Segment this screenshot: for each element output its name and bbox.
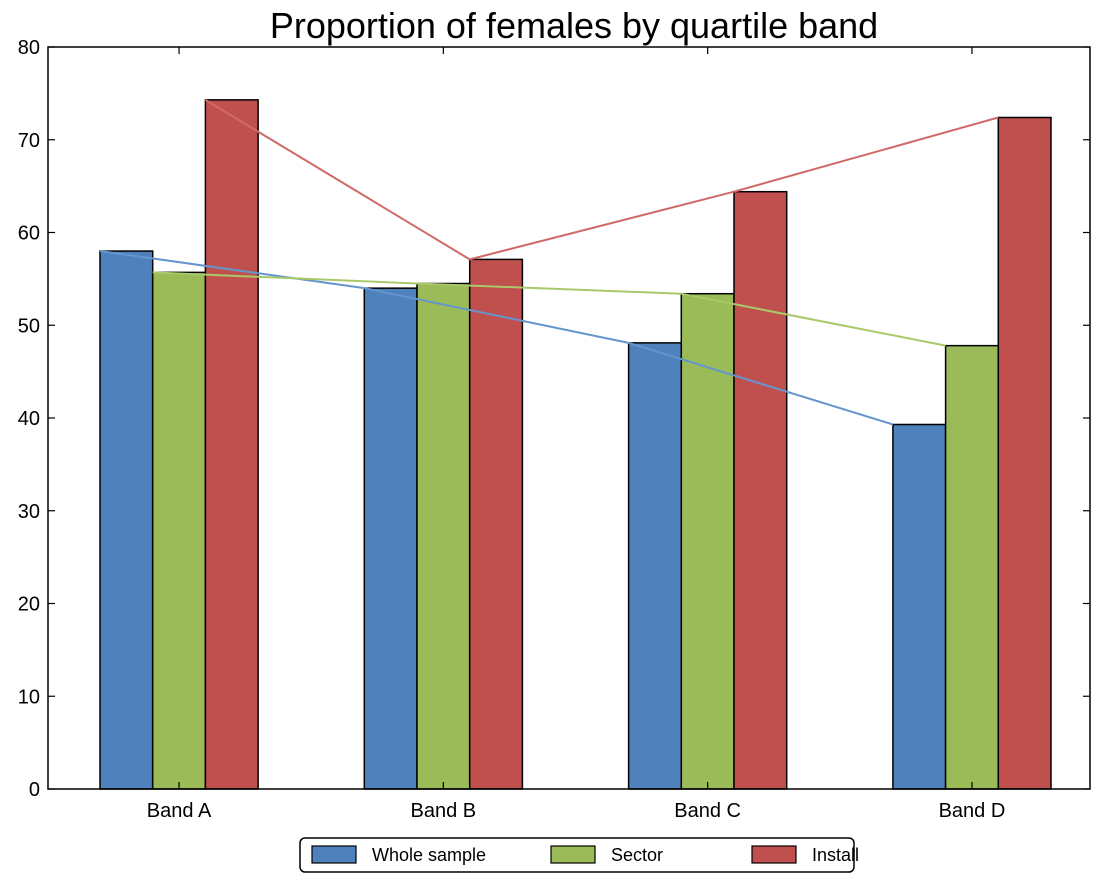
legend-swatch-whole-sample [311, 845, 357, 864]
y-tick-label: 60 [18, 223, 40, 245]
x-tick-label-band-a: Band A [147, 800, 212, 822]
bar-sector-band-a [151, 271, 207, 790]
bar-install-band-b [468, 258, 524, 790]
bar-sector-band-d [944, 344, 1000, 790]
y-tick-label: 50 [18, 315, 40, 337]
x-axis: Band A Band B Band C Band D [147, 47, 1006, 822]
y-tick-label: 70 [18, 130, 40, 152]
y-tick-label: 0 [29, 779, 40, 801]
bar-install-band-c [733, 190, 788, 790]
legend: Whole sample Sector Install [299, 837, 859, 873]
trend-line-whole-sample [99, 250, 894, 426]
legend-swatch-sector [550, 845, 596, 864]
trend-line-install [204, 99, 999, 261]
x-tick-label-band-c: Band C [674, 800, 741, 822]
y-tick-label: 40 [18, 408, 40, 430]
bar-sector-band-b [416, 282, 471, 790]
bar-install-band-d [997, 116, 1052, 790]
bar-install-band-a [204, 99, 259, 790]
bar-whole-sample-band-c [627, 342, 683, 790]
trend-line-sector [152, 271, 946, 347]
bar-whole-sample-band-b [363, 287, 418, 790]
y-axis: 0 10 20 30 40 50 60 70 80 [18, 37, 1090, 801]
legend-label-whole-sample: Whole sample [372, 845, 486, 865]
bar-whole-sample-band-d [892, 423, 947, 790]
chart-title: Proportion of females by quartile band [270, 5, 878, 46]
legend-label-sector: Sector [611, 845, 663, 865]
x-tick-label-band-b: Band B [411, 800, 477, 822]
y-tick-label: 80 [18, 37, 40, 59]
bars-layer [99, 99, 1052, 790]
y-tick-label: 30 [18, 501, 40, 523]
bar-whole-sample-band-a [99, 250, 154, 790]
trend-lines-layer [99, 99, 999, 426]
legend-label-install: Install [812, 845, 859, 865]
legend-swatch-install [751, 845, 797, 864]
y-tick-label: 10 [18, 686, 40, 708]
x-tick-label-band-d: Band D [939, 800, 1006, 822]
y-tick-label: 20 [18, 594, 40, 616]
bar-sector-band-c [680, 292, 735, 790]
